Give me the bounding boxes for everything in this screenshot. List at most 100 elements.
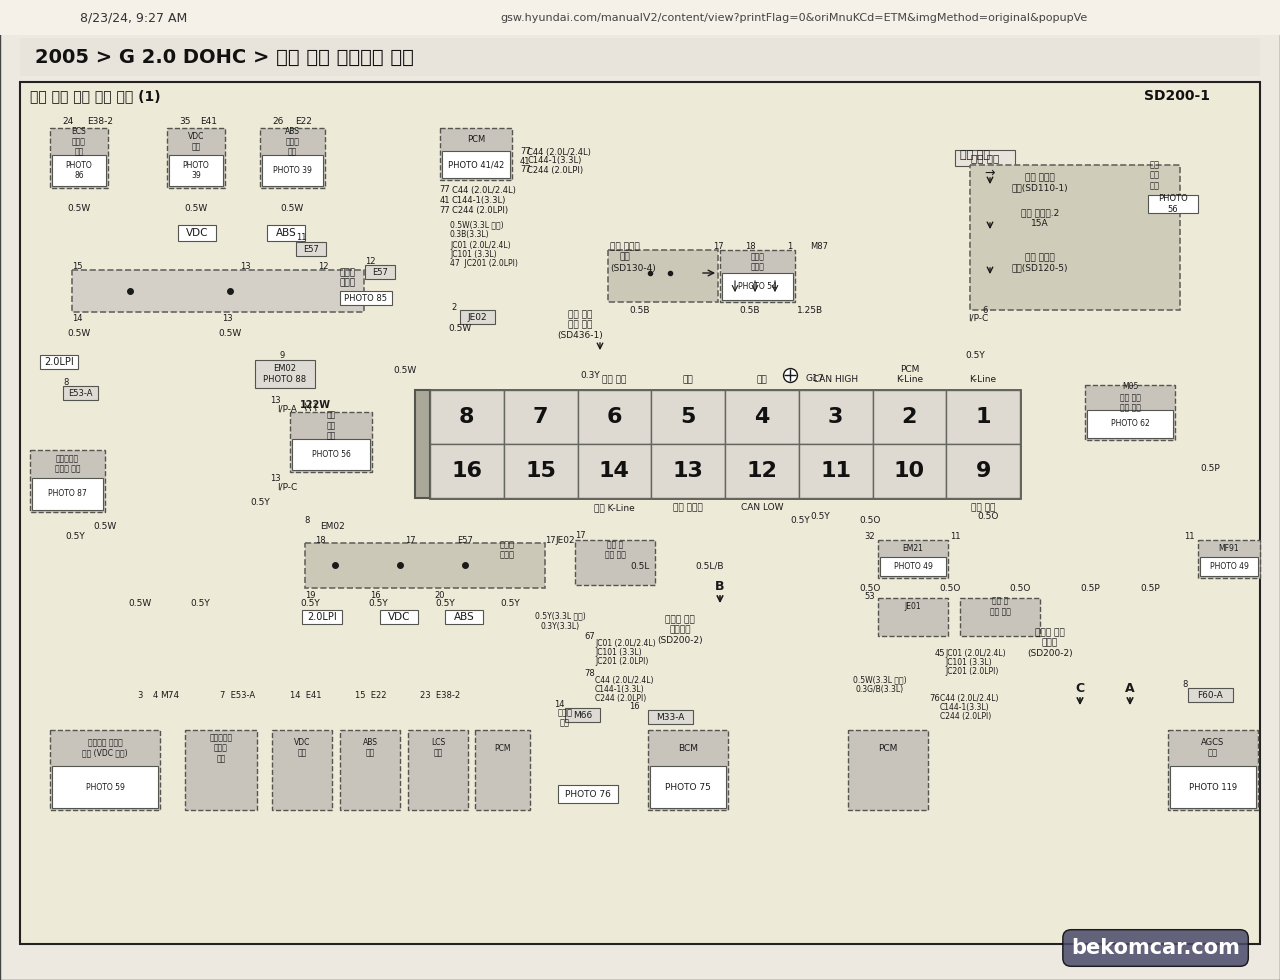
Bar bbox=[608, 250, 718, 302]
Text: 41: 41 bbox=[520, 157, 530, 166]
Text: VDC: VDC bbox=[388, 612, 411, 622]
Text: 0.5W: 0.5W bbox=[93, 521, 116, 530]
Bar bbox=[878, 598, 948, 636]
Text: 0.5W: 0.5W bbox=[68, 204, 91, 213]
Text: 35: 35 bbox=[179, 118, 191, 126]
Text: 122W: 122W bbox=[300, 400, 330, 410]
Text: 53: 53 bbox=[864, 592, 876, 601]
Bar bbox=[1198, 540, 1260, 578]
Text: 47  JC201 (2.0LPI): 47 JC201 (2.0LPI) bbox=[451, 259, 518, 268]
Text: PHOTO 54: PHOTO 54 bbox=[739, 282, 777, 291]
Text: 7  E53-A: 7 E53-A bbox=[220, 691, 255, 700]
Bar bbox=[380, 610, 419, 624]
Bar bbox=[799, 444, 873, 498]
Text: VDC: VDC bbox=[186, 228, 209, 238]
Bar bbox=[558, 785, 618, 803]
Bar bbox=[440, 128, 512, 180]
Text: 조인트
컨넥터: 조인트 컨넥터 bbox=[500, 540, 515, 560]
Bar bbox=[564, 708, 600, 722]
Text: E41: E41 bbox=[200, 118, 218, 126]
Text: 3: 3 bbox=[137, 691, 142, 700]
Bar bbox=[1170, 766, 1256, 808]
Text: 76: 76 bbox=[929, 694, 941, 703]
Text: ECS
컨트롤
오듈: ECS 컨트롤 오듈 bbox=[72, 126, 86, 157]
Bar bbox=[1087, 410, 1172, 438]
Text: JC101 (3.3L): JC101 (3.3L) bbox=[595, 648, 641, 657]
Bar bbox=[430, 390, 504, 444]
Text: 6: 6 bbox=[607, 407, 622, 427]
Text: JC101 (3.3L): JC101 (3.3L) bbox=[451, 250, 497, 259]
Bar bbox=[255, 360, 315, 388]
Bar bbox=[29, 450, 105, 512]
Bar bbox=[648, 710, 692, 724]
Text: C144-1(3.3L): C144-1(3.3L) bbox=[452, 195, 507, 205]
Bar bbox=[575, 540, 655, 585]
Text: 19: 19 bbox=[305, 591, 315, 600]
Text: 41: 41 bbox=[439, 195, 451, 205]
Bar bbox=[302, 610, 342, 624]
Text: 1.25B: 1.25B bbox=[797, 306, 823, 315]
Text: B: B bbox=[716, 579, 724, 593]
Text: 11: 11 bbox=[820, 461, 851, 481]
Bar bbox=[873, 444, 946, 498]
Text: 9: 9 bbox=[975, 461, 991, 481]
Bar bbox=[970, 165, 1180, 310]
Bar bbox=[652, 390, 724, 444]
Bar bbox=[52, 766, 157, 808]
Bar bbox=[20, 82, 1260, 944]
Text: PHOTO 85: PHOTO 85 bbox=[344, 293, 388, 303]
Text: 0.5L/B: 0.5L/B bbox=[696, 562, 724, 570]
Text: 자기 진단 점검 단자 회로 (1): 자기 진단 점검 단자 회로 (1) bbox=[29, 89, 160, 103]
Text: 2005 > G 2.0 DOHC > 자기 진단 점검단자 회로: 2005 > G 2.0 DOHC > 자기 진단 점검단자 회로 bbox=[35, 47, 413, 67]
Text: JC01 (2.0L/2.4L): JC01 (2.0L/2.4L) bbox=[945, 649, 1006, 658]
Text: 5: 5 bbox=[681, 407, 696, 427]
Text: PHOTO
56: PHOTO 56 bbox=[1158, 194, 1188, 214]
Text: 0.5P: 0.5P bbox=[1201, 464, 1220, 472]
Bar bbox=[955, 150, 1015, 166]
Bar bbox=[849, 730, 928, 810]
Text: 14: 14 bbox=[554, 700, 564, 709]
Bar bbox=[1148, 195, 1198, 213]
Bar bbox=[475, 730, 530, 810]
Text: 차축 센서: 차축 센서 bbox=[602, 375, 627, 384]
Bar bbox=[960, 598, 1039, 636]
Bar bbox=[296, 242, 326, 256]
Text: C44 (2.0L/2.4L): C44 (2.0L/2.4L) bbox=[527, 148, 591, 157]
Text: 0.5W: 0.5W bbox=[68, 328, 91, 337]
Text: 45: 45 bbox=[934, 649, 945, 658]
Text: 0.5Y: 0.5Y bbox=[500, 599, 520, 608]
Bar bbox=[722, 273, 794, 300]
Text: G17: G17 bbox=[805, 373, 823, 382]
Text: 8: 8 bbox=[305, 515, 310, 524]
Text: C44 (2.0L/2.4L): C44 (2.0L/2.4L) bbox=[595, 675, 654, 684]
Text: 다기능 체크
커넥터도
(SD200-2): 다기능 체크 커넥터도 (SD200-2) bbox=[657, 615, 703, 645]
Bar bbox=[273, 730, 332, 810]
Text: ABS: ABS bbox=[275, 228, 297, 238]
Bar bbox=[946, 390, 1020, 444]
Bar bbox=[1201, 557, 1258, 576]
Text: 엔진 블
정션 박스: 엔진 블 정션 박스 bbox=[989, 597, 1010, 616]
Text: EM21: EM21 bbox=[902, 544, 923, 553]
Text: 13: 13 bbox=[673, 461, 704, 481]
Text: PHOTO 62: PHOTO 62 bbox=[1111, 419, 1149, 428]
Text: 26: 26 bbox=[273, 118, 284, 126]
Bar bbox=[52, 155, 106, 186]
Bar bbox=[445, 610, 483, 624]
Text: 17: 17 bbox=[404, 535, 415, 545]
Text: 0.5L: 0.5L bbox=[630, 562, 650, 570]
Bar bbox=[430, 444, 504, 498]
Text: E38-2: E38-2 bbox=[87, 118, 113, 126]
Bar bbox=[1169, 730, 1258, 810]
Text: PHOTO 49: PHOTO 49 bbox=[1210, 563, 1248, 571]
Text: 조인트
컨넥터: 조인트 컨넥터 bbox=[750, 252, 764, 271]
Text: 퓨즈 배분도
참조(SD120-5): 퓨즈 배분도 참조(SD120-5) bbox=[1011, 253, 1069, 272]
Bar bbox=[365, 265, 396, 279]
Bar bbox=[799, 390, 873, 444]
Text: C44 (2.0L/2.4L): C44 (2.0L/2.4L) bbox=[940, 694, 998, 703]
Bar bbox=[577, 444, 652, 498]
Text: 0.5Y: 0.5Y bbox=[790, 515, 810, 524]
Text: PHOTO 41/42: PHOTO 41/42 bbox=[448, 160, 504, 170]
Text: 엔진 블
정션 박스: 엔진 블 정션 박스 bbox=[604, 540, 626, 560]
Text: C244 (2.0LPI): C244 (2.0LPI) bbox=[940, 711, 991, 720]
Text: 77: 77 bbox=[520, 166, 531, 174]
